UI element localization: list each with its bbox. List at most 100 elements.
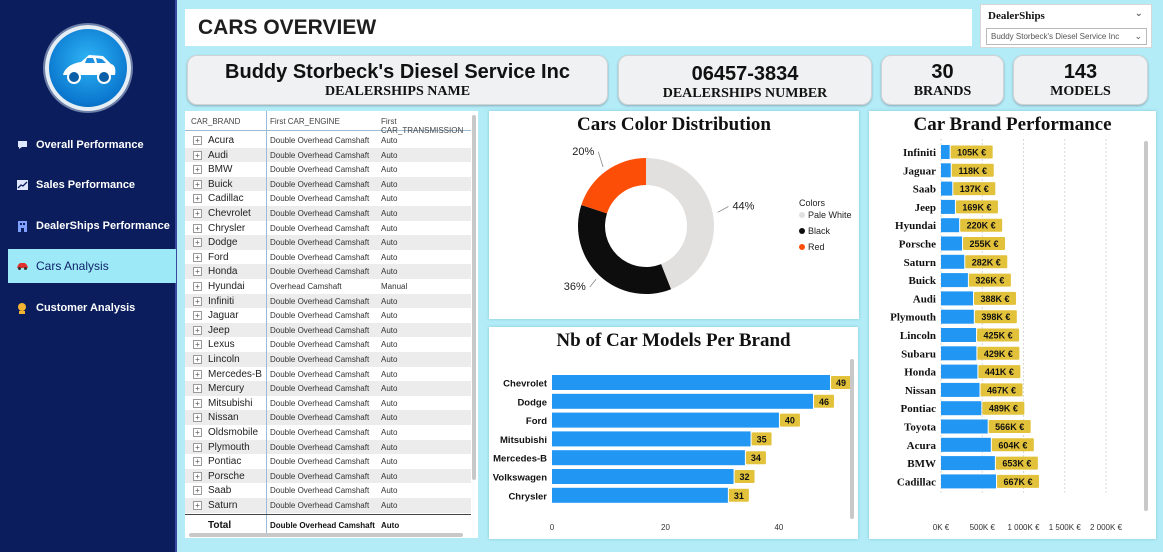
bar[interactable] bbox=[941, 145, 950, 159]
table-row[interactable]: + Mitsubishi Double Overhead Camshaft Auto bbox=[185, 396, 471, 411]
col-header-transmission[interactable]: First CAR_TRANSMISSION bbox=[381, 117, 464, 135]
expand-icon[interactable]: + bbox=[193, 442, 202, 452]
bar[interactable] bbox=[941, 199, 955, 214]
expand-icon[interactable]: + bbox=[193, 252, 202, 262]
nav-sales-performance[interactable]: Sales Performance bbox=[8, 168, 176, 202]
table-row[interactable]: + Chevrolet Double Overhead Camshaft Auto bbox=[185, 206, 471, 221]
bar[interactable] bbox=[941, 437, 991, 452]
dealerships-slicer[interactable]: DealerShips ⌄ Buddy Storbeck's Diesel Se… bbox=[980, 4, 1152, 48]
expand-icon[interactable]: + bbox=[193, 209, 202, 218]
bar[interactable] bbox=[941, 291, 974, 306]
bar[interactable] bbox=[552, 375, 830, 390]
bar[interactable] bbox=[941, 163, 951, 178]
donut-slice[interactable] bbox=[581, 158, 646, 214]
table-row[interactable]: + Pontiac Double Overhead Camshaft Auto bbox=[185, 454, 471, 469]
expand-icon[interactable]: + bbox=[193, 179, 202, 189]
table-row[interactable]: + Dodge Double Overhead Camshaft Auto bbox=[185, 235, 471, 250]
data-label: 34 bbox=[751, 453, 761, 463]
bar[interactable] bbox=[941, 474, 997, 489]
cell-brand: Saab bbox=[208, 485, 232, 497]
expand-icon[interactable]: + bbox=[193, 457, 202, 467]
col-header-brand[interactable]: CAR_BRAND bbox=[191, 117, 241, 126]
expand-icon[interactable]: + bbox=[193, 282, 202, 291]
bar[interactable] bbox=[941, 218, 960, 233]
bar[interactable] bbox=[941, 364, 978, 379]
table-row[interactable]: + Honda Double Overhead Camshaft Auto bbox=[185, 264, 471, 279]
expand-icon[interactable]: + bbox=[193, 296, 202, 306]
bar[interactable] bbox=[941, 236, 963, 251]
bar[interactable] bbox=[941, 254, 965, 269]
cell-transmission: Auto bbox=[381, 165, 398, 175]
dealership-dropdown[interactable]: Buddy Storbeck's Diesel Service Inc ⌄ bbox=[986, 28, 1147, 45]
table-row[interactable]: + Jeep Double Overhead Camshaft Auto bbox=[185, 322, 471, 338]
bar[interactable] bbox=[941, 328, 977, 342]
scrollbar[interactable] bbox=[850, 359, 854, 519]
chevron-down-icon[interactable]: ⌄ bbox=[1134, 8, 1143, 19]
table-row[interactable]: + Lincoln Double Overhead Camshaft Auto bbox=[185, 352, 471, 367]
bar[interactable] bbox=[941, 181, 953, 196]
table-row[interactable]: + Ford Double Overhead Camshaft Auto bbox=[185, 250, 471, 265]
bar[interactable] bbox=[552, 487, 728, 503]
expand-icon[interactable]: + bbox=[193, 136, 202, 145]
expand-icon[interactable]: + bbox=[193, 223, 202, 233]
expand-icon[interactable]: + bbox=[193, 165, 202, 175]
table-row[interactable]: + Porsche Double Overhead Camshaft Auto bbox=[185, 468, 471, 484]
expand-icon[interactable]: + bbox=[193, 413, 202, 423]
table-row[interactable]: + Nissan Double Overhead Camshaft Auto bbox=[185, 410, 471, 425]
expand-icon[interactable]: + bbox=[193, 428, 202, 437]
expand-icon[interactable]: + bbox=[193, 267, 202, 277]
bar[interactable] bbox=[941, 419, 988, 434]
expand-icon[interactable]: + bbox=[193, 325, 202, 335]
horizontal-scrollbar[interactable] bbox=[189, 533, 463, 537]
nav-dealerships-performance[interactable]: DealerShips Performance bbox=[8, 209, 176, 243]
col-header-engine[interactable]: First CAR_ENGINE bbox=[270, 117, 340, 126]
table-row[interactable]: + Plymouth Double Overhead Camshaft Auto bbox=[185, 439, 471, 455]
expand-icon[interactable]: + bbox=[193, 384, 202, 394]
expand-icon[interactable]: + bbox=[193, 150, 202, 160]
expand-icon[interactable]: + bbox=[193, 486, 202, 496]
bar[interactable] bbox=[941, 346, 977, 361]
expand-icon[interactable]: + bbox=[193, 238, 202, 248]
table-row[interactable]: + Lexus Double Overhead Camshaft Auto bbox=[185, 337, 471, 352]
donut-slice[interactable] bbox=[646, 158, 714, 290]
expand-icon[interactable]: + bbox=[193, 398, 202, 408]
expand-icon[interactable]: + bbox=[193, 471, 202, 481]
bar[interactable] bbox=[941, 309, 974, 324]
donut-slice[interactable] bbox=[578, 204, 672, 294]
scrollbar[interactable] bbox=[1144, 141, 1148, 511]
table-row[interactable]: + Infiniti Double Overhead Camshaft Auto bbox=[185, 293, 471, 309]
bar[interactable] bbox=[941, 456, 995, 471]
table-row[interactable]: + Oldsmobile Double Overhead Camshaft Auto bbox=[185, 425, 471, 440]
bar[interactable] bbox=[941, 382, 980, 397]
bar[interactable] bbox=[941, 273, 968, 288]
table-row[interactable]: + Jaguar Double Overhead Camshaft Auto bbox=[185, 308, 471, 323]
bar[interactable] bbox=[552, 469, 734, 484]
table-row[interactable]: + Buick Double Overhead Camshaft Auto bbox=[185, 176, 471, 192]
bar[interactable] bbox=[941, 401, 982, 416]
table-row[interactable]: + Acura Double Overhead Camshaft Auto bbox=[185, 133, 471, 148]
expand-icon[interactable]: + bbox=[193, 311, 202, 321]
table-row[interactable]: + Cadillac Double Overhead Camshaft Auto bbox=[185, 191, 471, 206]
expand-icon[interactable]: + bbox=[193, 355, 202, 364]
legend-label: Pale White bbox=[808, 210, 852, 220]
expand-icon[interactable]: + bbox=[193, 369, 202, 379]
expand-icon[interactable]: + bbox=[193, 340, 202, 350]
nav-customer-analysis[interactable]: Customer Analysis bbox=[8, 291, 176, 325]
expand-icon[interactable]: + bbox=[193, 501, 202, 510]
bar[interactable] bbox=[552, 450, 745, 466]
table-row[interactable]: + Hyundai Overhead Camshaft Manual bbox=[185, 279, 471, 294]
table-row[interactable]: + Saturn Double Overhead Camshaft Auto bbox=[185, 498, 471, 513]
nav-overall-performance[interactable]: Overall Performance bbox=[8, 128, 176, 162]
table-row[interactable]: + Mercury Double Overhead Camshaft Auto bbox=[185, 381, 471, 396]
vertical-scrollbar[interactable] bbox=[472, 115, 476, 480]
expand-icon[interactable]: + bbox=[193, 194, 202, 204]
table-row[interactable]: + BMW Double Overhead Camshaft Auto bbox=[185, 162, 471, 177]
table-row[interactable]: + Chrysler Double Overhead Camshaft Auto bbox=[185, 221, 471, 236]
table-row[interactable]: + Mercedes-B Double Overhead Camshaft Auto bbox=[185, 367, 471, 382]
bar[interactable] bbox=[552, 412, 779, 428]
table-row[interactable]: + Audi Double Overhead Camshaft Auto bbox=[185, 147, 471, 163]
bar[interactable] bbox=[552, 431, 751, 447]
bar[interactable] bbox=[552, 393, 813, 409]
nav-cars-analysis[interactable]: Cars Analysis bbox=[8, 249, 176, 283]
table-row[interactable]: + Saab Double Overhead Camshaft Auto bbox=[185, 483, 471, 498]
